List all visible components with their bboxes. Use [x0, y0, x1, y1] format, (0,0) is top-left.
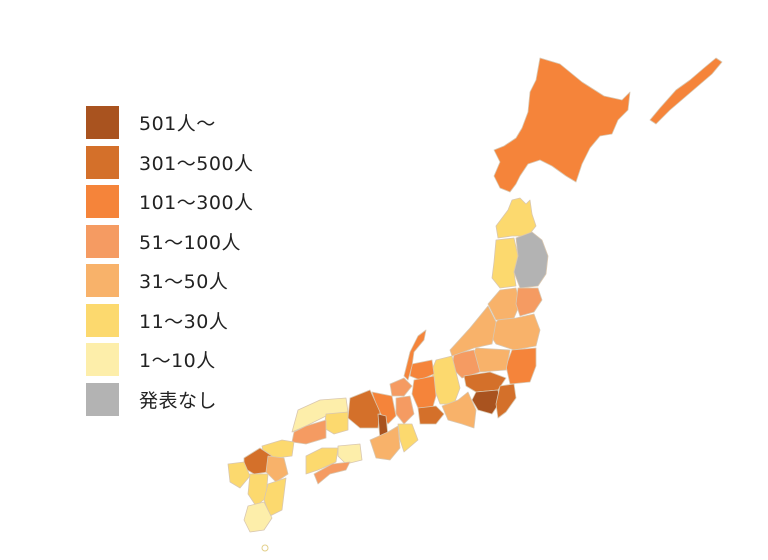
- legend-item: 51〜100人: [86, 222, 254, 262]
- legend-label: 501人〜: [139, 113, 216, 136]
- region-ishikawa: [403, 329, 427, 381]
- legend-swatch: [86, 264, 119, 298]
- region-oita: [265, 455, 289, 483]
- region-islands: [261, 544, 269, 552]
- region-yamanashi-shizuoka: [441, 391, 477, 429]
- region-kochi: [313, 461, 351, 485]
- region-iwate: [513, 231, 549, 289]
- legend-item: 1〜10人: [86, 340, 254, 380]
- region-kuril: [649, 57, 723, 125]
- region-mie: [397, 423, 419, 453]
- region-aichi: [417, 405, 445, 425]
- region-fukui: [389, 377, 413, 397]
- legend-label: 101〜300人: [139, 192, 254, 215]
- region-nara-wakayama: [369, 425, 401, 461]
- legend-item: 101〜300人: [86, 182, 254, 222]
- legend-swatch: [86, 343, 119, 377]
- region-saga-nagasaki: [227, 461, 251, 489]
- legend-item: 31〜50人: [86, 261, 254, 301]
- legend-label: 51〜100人: [139, 231, 241, 254]
- legend-label: 301〜500人: [139, 152, 254, 175]
- region-miyagi: [515, 287, 543, 317]
- region-miyazaki: [263, 477, 287, 517]
- region-niigata: [449, 305, 497, 357]
- legend-label: 1〜10人: [139, 350, 216, 373]
- legend-swatch: [86, 224, 119, 258]
- legend-label: 発表なし: [139, 389, 218, 412]
- region-kagawa-tokushima: [337, 443, 363, 465]
- region-ibaraki: [505, 347, 537, 385]
- region-gifu: [411, 375, 437, 411]
- legend-swatch: [86, 185, 119, 219]
- legend-label: 31〜50人: [139, 271, 229, 294]
- region-hokkaido: [493, 57, 631, 193]
- region-okayama: [323, 411, 349, 435]
- region-kumamoto: [247, 473, 269, 507]
- region-ehime: [305, 447, 339, 475]
- legend-item: 11〜30人: [86, 301, 254, 341]
- legend-swatch: [86, 382, 119, 416]
- region-aomori: [495, 197, 537, 239]
- legend-item: 501人〜: [86, 103, 254, 143]
- map-legend: 501人〜 301〜500人 101〜300人 51〜100人 31〜50人 1…: [86, 103, 254, 419]
- region-kagoshima: [243, 501, 273, 533]
- legend-label: 11〜30人: [139, 310, 229, 333]
- legend-swatch: [86, 145, 119, 179]
- legend-swatch: [86, 106, 119, 140]
- legend-item: 発表なし: [86, 380, 254, 420]
- legend-swatch: [86, 303, 119, 337]
- legend-item: 301〜500人: [86, 143, 254, 183]
- region-chiba: [495, 383, 517, 419]
- region-akita: [491, 237, 519, 289]
- region-tokyo-kanagawa: [471, 389, 501, 415]
- region-shiga: [395, 395, 415, 425]
